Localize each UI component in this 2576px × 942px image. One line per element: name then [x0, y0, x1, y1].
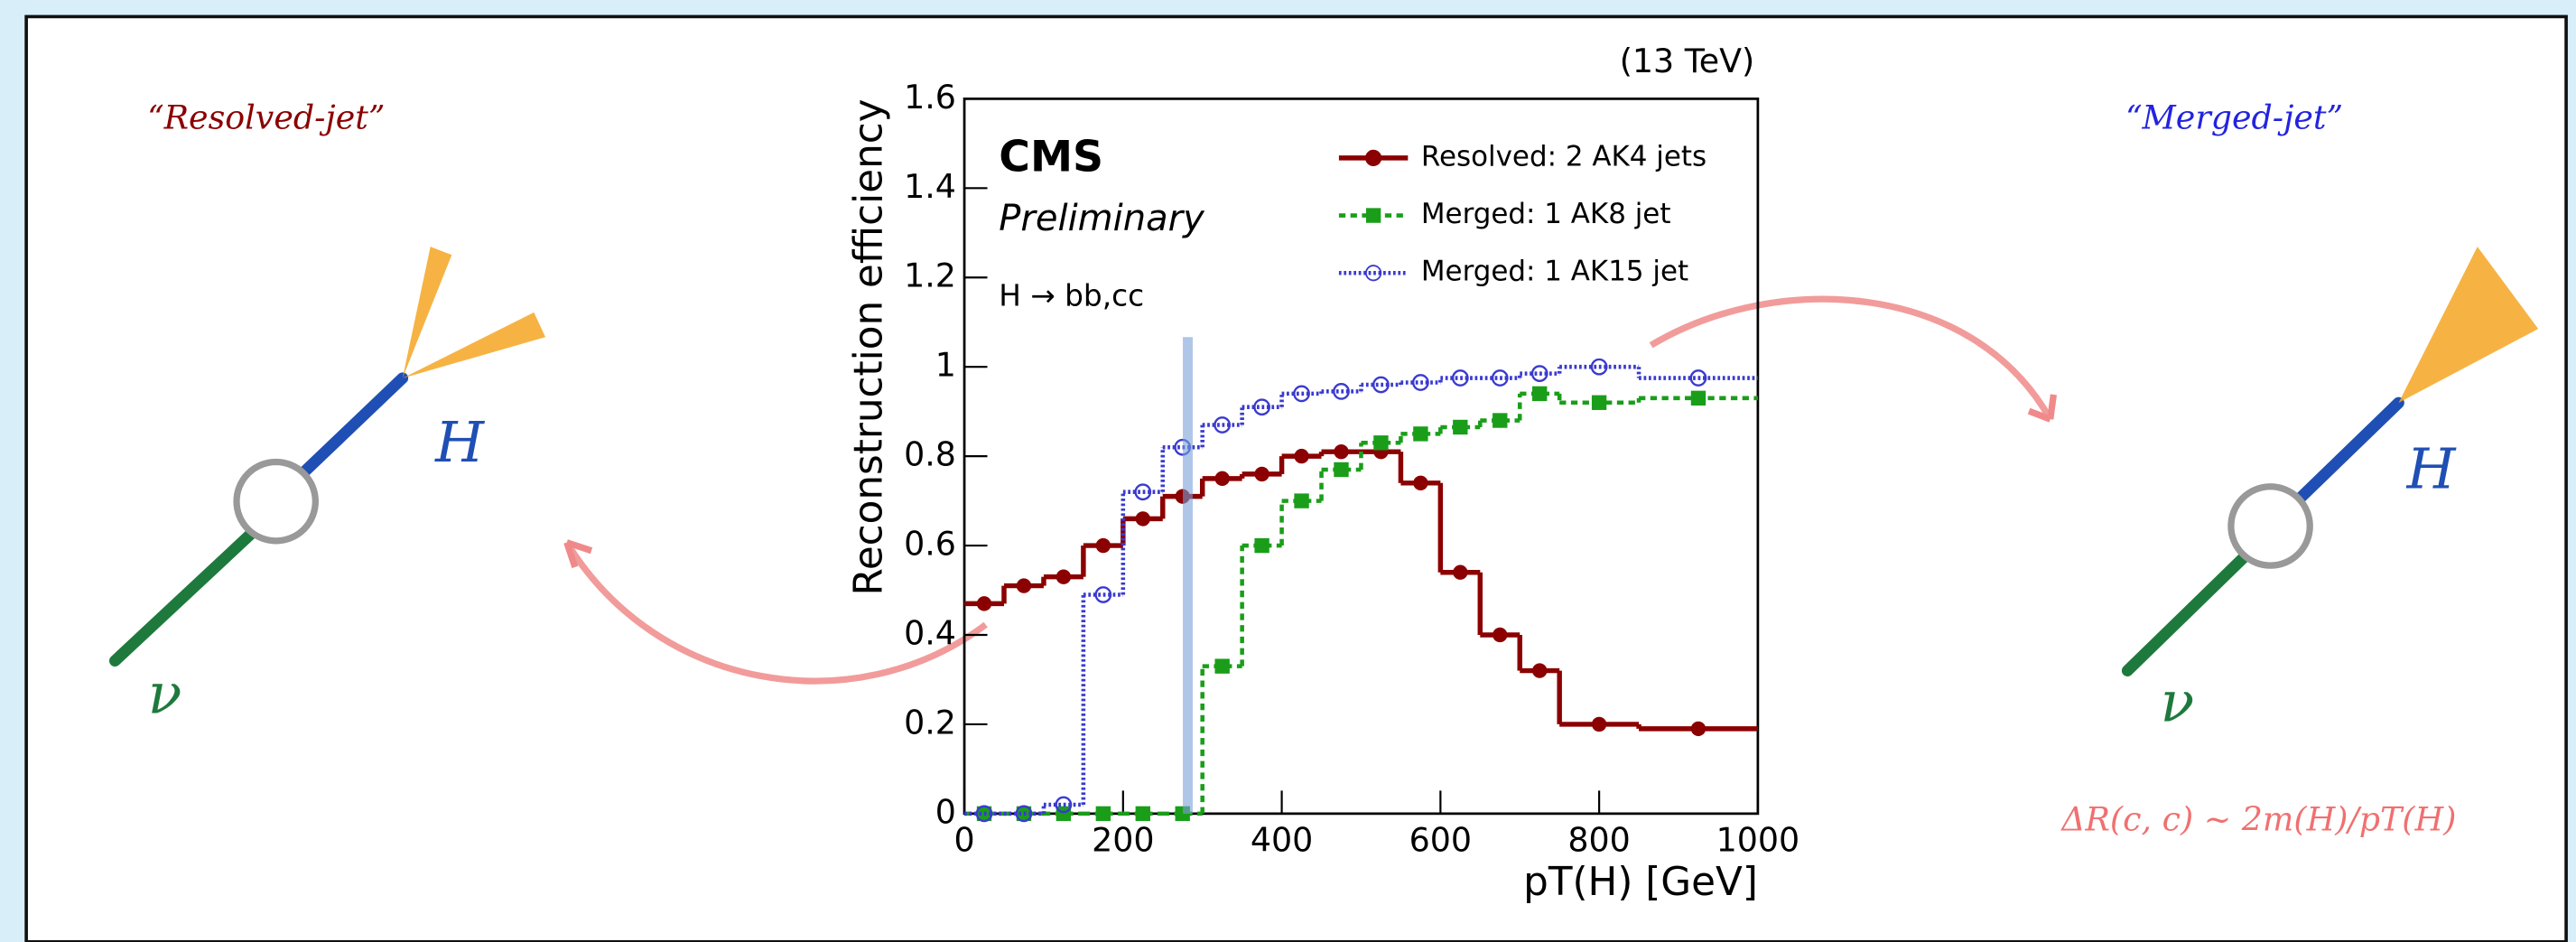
legend-marker — [1365, 208, 1381, 223]
nu-line — [108, 517, 269, 667]
marker — [1055, 796, 1073, 814]
legend-marker — [1365, 149, 1382, 166]
arrow-head — [2027, 394, 2058, 423]
y-tick-label: 1.6 — [904, 78, 956, 117]
y-tick-label: 0 — [935, 792, 956, 831]
marker — [1690, 390, 1706, 406]
energy-label: (13 TeV) — [1620, 42, 1755, 80]
marker — [1451, 369, 1469, 387]
marker — [975, 805, 993, 823]
marker — [1135, 806, 1150, 822]
vertex — [233, 458, 319, 545]
marker — [1453, 419, 1468, 435]
marker — [1056, 569, 1072, 584]
nu-line — [2121, 545, 2257, 676]
right-title: “Merged-jet” — [2125, 98, 2343, 137]
marker — [1689, 369, 1707, 387]
marker — [1491, 369, 1509, 387]
marker — [1254, 466, 1269, 482]
y-tick-label: 1.4 — [904, 167, 956, 206]
highlight-band — [1183, 337, 1193, 814]
nu-label: ν — [2161, 670, 2195, 735]
marker — [1294, 493, 1309, 508]
marker — [1372, 376, 1390, 394]
arrow — [1649, 295, 2053, 421]
marker — [1294, 448, 1309, 464]
slide-body — [24, 14, 2568, 942]
higgs-line — [290, 372, 409, 486]
x-tick-label: 400 — [1251, 820, 1313, 859]
marker — [1591, 716, 1607, 732]
higgs-label: H — [434, 410, 485, 475]
marker — [1134, 483, 1152, 501]
nu-label: ν — [148, 662, 182, 727]
marker — [1493, 627, 1508, 643]
x-tick-label: 1000 — [1716, 820, 1800, 859]
arrow — [563, 540, 988, 685]
vertex — [2227, 483, 2313, 569]
marker — [1453, 564, 1468, 580]
marker — [1214, 471, 1230, 487]
legend-label: Resolved: 2 AK4 jets — [1421, 140, 1706, 173]
right-diagram — [2121, 247, 2539, 676]
marker — [1590, 358, 1608, 376]
y-tick-label: 1.2 — [904, 256, 956, 295]
x-tick-label: 600 — [1409, 820, 1472, 859]
legend-label: Merged: 1 AK8 jet — [1421, 198, 1671, 230]
marker — [1591, 395, 1607, 410]
marker — [1334, 462, 1349, 478]
y-tick-label: 0.6 — [904, 525, 956, 564]
legend-marker — [1365, 265, 1382, 282]
legend-label: Merged: 1 AK15 jet — [1421, 256, 1688, 288]
marker — [1095, 806, 1111, 822]
marker — [1214, 658, 1230, 674]
marker — [1214, 416, 1232, 434]
marker — [1412, 374, 1429, 391]
higgs-label: H — [2406, 436, 2457, 501]
experiment-label: CMS — [999, 133, 1103, 182]
y-tick-label: 0.8 — [904, 435, 956, 474]
marker — [1413, 475, 1428, 490]
left-diagram — [108, 247, 546, 667]
jet — [402, 312, 546, 378]
marker — [1532, 386, 1548, 402]
marker — [1253, 398, 1270, 416]
jet — [402, 247, 452, 378]
y-axis-label: Reconstruction efficiency — [845, 98, 891, 595]
marker — [1016, 578, 1032, 593]
marker — [1095, 537, 1111, 554]
marker — [1530, 365, 1548, 382]
marker — [1413, 426, 1428, 442]
arrow-head — [563, 539, 593, 569]
x-axis-label: pT(H) [GeV] — [1523, 859, 1758, 905]
marker — [1094, 586, 1112, 603]
marker — [1532, 663, 1548, 678]
formula: ΔR(c, c) ~ 2m(H)/pT(H) — [2060, 799, 2456, 838]
x-tick-label: 800 — [1567, 820, 1630, 859]
marker — [1690, 721, 1706, 737]
y-tick-label: 0.4 — [904, 613, 956, 652]
marker — [1493, 413, 1508, 428]
y-tick-label: 1 — [935, 346, 956, 385]
left-title: “Resolved-jet” — [147, 98, 385, 137]
higgs-line — [2291, 396, 2404, 508]
marker — [1293, 385, 1310, 403]
marker — [1373, 435, 1389, 451]
status-label: Preliminary — [999, 198, 1205, 239]
marker — [1254, 537, 1269, 554]
process-label: H → bb,cc — [999, 279, 1144, 313]
marker — [1334, 443, 1349, 460]
jet — [2398, 247, 2539, 403]
marker — [1333, 383, 1350, 400]
marker — [1015, 805, 1033, 823]
marker — [1135, 511, 1150, 527]
x-tick-label: 0 — [953, 820, 974, 859]
x-tick-label: 200 — [1092, 820, 1154, 859]
marker — [976, 596, 992, 611]
y-tick-label: 0.2 — [904, 703, 956, 741]
